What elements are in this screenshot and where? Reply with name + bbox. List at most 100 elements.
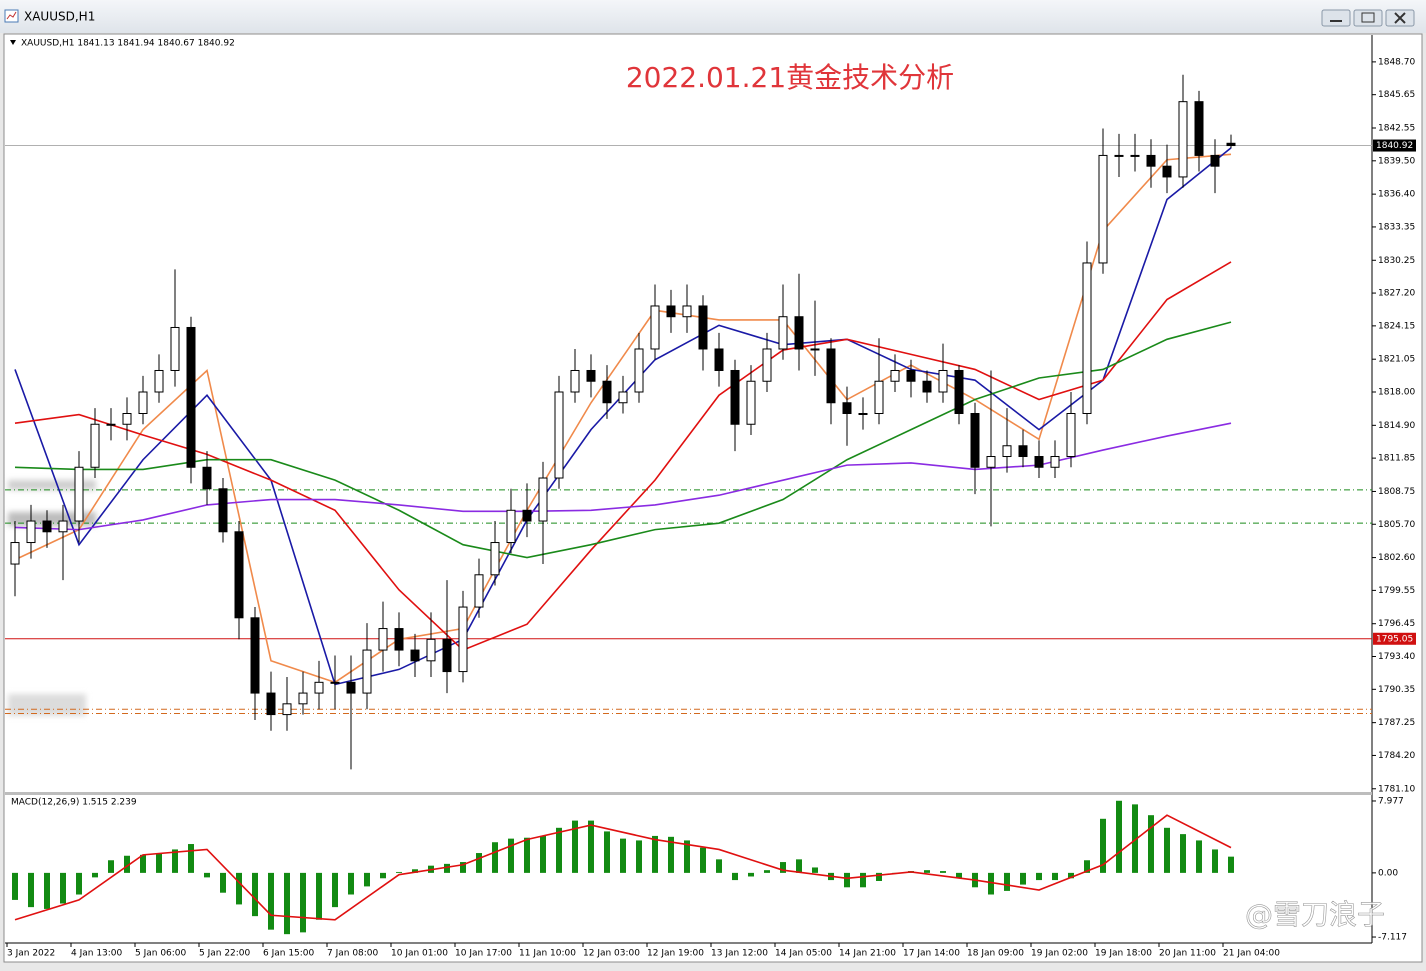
y-tick-label: 1790.35 bbox=[1378, 685, 1415, 695]
candle-body bbox=[522, 509, 532, 522]
macd-bar bbox=[92, 872, 98, 878]
candle-body bbox=[1194, 101, 1204, 156]
macd-bar bbox=[1004, 872, 1010, 891]
candle-body bbox=[154, 369, 164, 393]
macd-bar bbox=[780, 862, 786, 873]
x-tick-label: 5 Jan 22:00 bbox=[199, 949, 251, 959]
candle-body bbox=[122, 413, 132, 425]
macd-bar bbox=[492, 842, 498, 873]
indicator-line bbox=[14, 321, 1232, 559]
restore-button[interactable] bbox=[1353, 9, 1383, 27]
y-tick-label: 1796.45 bbox=[1378, 619, 1415, 629]
y-tick-label: 7.977 bbox=[1378, 796, 1404, 806]
candle-body bbox=[26, 520, 36, 544]
candle-body bbox=[746, 380, 756, 425]
x-tick-label: 21 Jan 04:00 bbox=[1223, 949, 1280, 959]
macd-bar bbox=[876, 872, 882, 881]
macd-bar bbox=[1068, 872, 1074, 879]
candle-body bbox=[1210, 154, 1220, 167]
candle-body bbox=[58, 520, 68, 533]
macd-bar bbox=[860, 872, 866, 888]
macd-bar bbox=[44, 872, 50, 909]
blur-block bbox=[8, 694, 86, 716]
macd-bar bbox=[1212, 849, 1218, 873]
candle-body bbox=[138, 391, 148, 415]
macd-bar bbox=[604, 831, 610, 873]
panel-separator bbox=[5, 792, 1372, 795]
y-tick-label: -7.117 bbox=[1378, 933, 1407, 943]
candle-body bbox=[10, 542, 20, 565]
macd-bar bbox=[412, 869, 418, 873]
candle-body bbox=[922, 380, 932, 393]
x-tick-label: 5 Jan 06:00 bbox=[135, 949, 187, 959]
candle-body bbox=[1114, 154, 1124, 157]
macd-bar bbox=[668, 836, 674, 873]
macd-bar bbox=[540, 835, 546, 873]
macd-bar bbox=[1148, 815, 1154, 873]
candle-body bbox=[186, 326, 196, 468]
candle-body bbox=[362, 649, 372, 694]
macd-bar bbox=[1020, 872, 1026, 885]
macd-bar bbox=[764, 870, 770, 873]
macd-bar bbox=[1036, 872, 1042, 881]
y-tick-label: 1781.10 bbox=[1378, 784, 1415, 794]
macd-bar bbox=[732, 872, 738, 881]
x-tick-label: 17 Jan 14:00 bbox=[903, 949, 960, 959]
candle-body bbox=[762, 348, 772, 382]
macd-bar bbox=[1132, 804, 1138, 873]
macd-bar bbox=[284, 872, 290, 935]
candle-body bbox=[890, 369, 900, 382]
x-tick-label: 12 Jan 03:00 bbox=[583, 949, 640, 959]
macd-bar bbox=[252, 872, 258, 917]
candle-body bbox=[794, 316, 804, 350]
x-tick-label: 7 Jan 08:00 bbox=[327, 949, 379, 959]
candle-body bbox=[234, 531, 244, 619]
macd-bar bbox=[300, 872, 306, 933]
candle-body bbox=[650, 305, 660, 350]
macd-bar bbox=[188, 844, 194, 873]
candle-body bbox=[1066, 413, 1076, 458]
y-tick-label: 1802.60 bbox=[1378, 553, 1415, 563]
y-tick-label: 1821.05 bbox=[1378, 355, 1415, 365]
indicator-line bbox=[14, 261, 1232, 651]
macd-bar bbox=[1084, 860, 1090, 873]
candle-body bbox=[778, 316, 788, 350]
indicator-line bbox=[14, 422, 1232, 531]
y-tick-label: 1811.85 bbox=[1378, 454, 1415, 464]
macd-bar bbox=[460, 862, 466, 873]
minimize-button[interactable] bbox=[1321, 9, 1351, 27]
y-tick-label: 1836.40 bbox=[1378, 190, 1415, 200]
y-tick-label: 1842.55 bbox=[1378, 124, 1415, 134]
macd-bar bbox=[924, 870, 930, 873]
y-tick-label: 1845.65 bbox=[1378, 90, 1415, 100]
macd-bar bbox=[332, 872, 338, 908]
candle-body bbox=[858, 413, 868, 415]
macd-bar bbox=[652, 835, 658, 873]
macd-bar bbox=[396, 871, 402, 873]
candle-body bbox=[90, 423, 100, 468]
x-tick-label: 19 Jan 02:00 bbox=[1031, 949, 1088, 959]
macd-bar bbox=[476, 853, 482, 873]
macd-bar bbox=[1100, 818, 1106, 873]
macd-bar bbox=[940, 871, 946, 873]
macd-bar bbox=[348, 872, 354, 895]
window-icon-line bbox=[6, 11, 17, 20]
candle-body bbox=[474, 574, 484, 608]
symbol-label: XAUUSD,H1 1841.13 1841.94 1840.67 1840.9… bbox=[21, 39, 235, 49]
restore-glyph bbox=[1361, 12, 1375, 23]
x-tick-label: 14 Jan 05:00 bbox=[775, 949, 832, 959]
y-tick-label: 1827.20 bbox=[1378, 289, 1415, 299]
price-label: 1795.05 bbox=[1376, 634, 1413, 644]
candle-body bbox=[394, 628, 404, 651]
candle-body bbox=[490, 542, 500, 576]
y-tick-label: 1830.25 bbox=[1378, 256, 1415, 266]
candle-body bbox=[954, 369, 964, 415]
candle-body bbox=[826, 348, 836, 404]
candle-body bbox=[986, 456, 996, 468]
candle-body bbox=[330, 681, 340, 684]
chart-area bbox=[3, 33, 1423, 963]
candle-body bbox=[42, 520, 52, 533]
macd-bar bbox=[76, 872, 82, 895]
macd-bar bbox=[364, 872, 370, 887]
candle-body bbox=[634, 348, 644, 393]
